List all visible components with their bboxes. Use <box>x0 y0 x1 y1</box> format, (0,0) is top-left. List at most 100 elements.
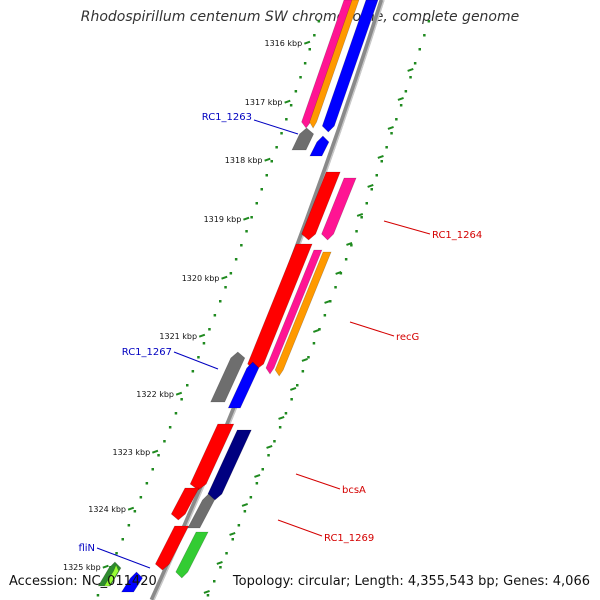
gene-feature[interactable] <box>274 251 332 377</box>
tick-dot <box>206 594 210 597</box>
tick-dot <box>157 454 160 457</box>
gene-feature[interactable] <box>265 249 323 375</box>
tick-dash <box>346 241 353 246</box>
gene-feature[interactable] <box>301 0 354 129</box>
tick-dot <box>115 552 118 555</box>
kbp-tick-label: 1322 kbp <box>136 390 174 399</box>
gene-feature[interactable] <box>175 531 209 579</box>
gene-feature[interactable] <box>189 423 235 491</box>
gene-label-recg[interactable]: recG <box>396 332 419 343</box>
gene-label-rc1_1269[interactable]: RC1_1269 <box>324 533 374 544</box>
tick-dot <box>213 314 217 317</box>
tick-dot <box>360 216 363 219</box>
kbp-tick-mark <box>303 40 311 45</box>
gene-feature[interactable] <box>170 487 200 521</box>
tick-dot <box>296 384 299 387</box>
gene-feature[interactable] <box>187 493 215 529</box>
tick-dot <box>219 566 222 569</box>
tick-dot <box>285 118 288 121</box>
tick-dot <box>145 482 149 485</box>
tick-dot <box>121 538 124 541</box>
gene-label-flin[interactable]: fliN <box>78 543 95 554</box>
tick-dot <box>168 426 172 429</box>
gene-label-bcsa[interactable]: bcsA <box>342 485 366 496</box>
gene-feature[interactable] <box>247 243 313 371</box>
tick-dot <box>229 272 233 275</box>
inner-tick-ring <box>96 20 321 597</box>
tick-dot <box>317 20 321 23</box>
kbp-tick-label: 1319 kbp <box>204 215 242 224</box>
tick-dot <box>318 328 321 331</box>
tick-dot <box>151 468 154 471</box>
tick-dot <box>299 76 302 79</box>
gene-feature[interactable] <box>207 429 252 501</box>
gene-feature[interactable] <box>121 571 143 593</box>
feature-layer[interactable] <box>97 0 379 593</box>
tick-dash <box>356 212 364 217</box>
kbp-tick-mark <box>221 275 228 280</box>
tick-dot <box>202 342 206 345</box>
gene-feature[interactable] <box>309 0 360 129</box>
gene-feature[interactable] <box>155 525 190 571</box>
tick-dot <box>260 188 263 191</box>
tick-dot <box>231 538 234 541</box>
tick-dot <box>265 174 268 177</box>
tick-dot <box>273 440 276 443</box>
tick-dot <box>289 104 293 107</box>
kbp-tick-label: 1318 kbp <box>225 156 263 165</box>
gene-feature[interactable] <box>321 177 357 241</box>
tick-dot <box>375 174 378 177</box>
kbp-tick-mark <box>284 99 291 104</box>
gene-feature[interactable] <box>301 171 341 241</box>
gene-feature[interactable] <box>227 361 260 409</box>
gene-feature[interactable] <box>103 564 119 587</box>
tick-dot <box>208 328 211 331</box>
tick-dot <box>243 510 247 513</box>
gene-label-layer[interactable]: RC1_1263 RC1_1264 recG RC1_1267 bcsA RC1_1269… <box>78 112 482 569</box>
kbp-tick-mark <box>198 333 206 338</box>
kbp-tick-label: 1321 kbp <box>159 332 197 341</box>
tick-dash <box>241 502 249 507</box>
tick-dash <box>335 270 342 275</box>
tick-dot <box>395 118 398 121</box>
tick-dot <box>390 132 393 135</box>
gene-label-rc1_1263[interactable]: RC1_1263 <box>202 112 252 123</box>
tick-dot <box>250 216 253 219</box>
backbone-highlight <box>153 0 385 600</box>
gene-feature[interactable] <box>291 127 314 151</box>
gene-feature[interactable] <box>309 135 330 157</box>
tick-dot <box>404 90 408 93</box>
tick-dot <box>133 510 137 513</box>
tick-dot <box>180 398 183 401</box>
tick-dot <box>213 580 216 583</box>
tick-dash <box>203 589 210 594</box>
tick-dot <box>240 244 243 247</box>
kbp-tick-mark <box>127 506 135 511</box>
tick-dash <box>290 386 297 391</box>
label-leader-line <box>349 321 395 337</box>
tick-dot <box>312 342 316 345</box>
label-leader-line <box>253 119 299 135</box>
tick-dash <box>216 560 223 565</box>
tick-dot <box>245 230 248 233</box>
kbp-tick-mark <box>175 391 183 396</box>
kbp-tick-label: 1325 kbp <box>63 563 101 572</box>
gene-label-rc1_1264[interactable]: RC1_1264 <box>432 230 482 241</box>
tick-dot <box>219 300 222 303</box>
gene-feature[interactable] <box>321 0 379 133</box>
kbp-tick-mark <box>151 449 159 454</box>
tick-dot <box>355 230 358 233</box>
tick-dot <box>237 524 241 527</box>
label-leader-line <box>383 220 431 235</box>
tick-dot <box>413 62 417 65</box>
map-title: Rhodospirillum centenum SW chromosome, c… <box>80 9 520 25</box>
tick-dot <box>301 370 305 373</box>
gene-label-rc1_1267[interactable]: RC1_1267 <box>122 347 172 358</box>
label-leader-line <box>96 547 151 569</box>
gene-feature[interactable] <box>210 351 246 403</box>
tick-dot <box>261 468 264 471</box>
tick-dot <box>385 146 388 149</box>
kbp-tick-label: 1316 kbp <box>264 39 302 48</box>
